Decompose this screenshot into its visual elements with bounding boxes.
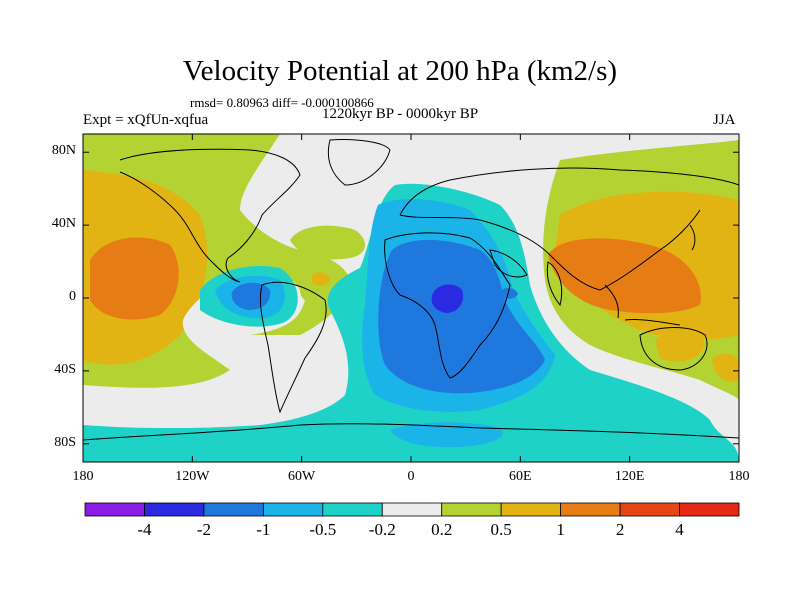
- contour-atlantic-green: [290, 225, 366, 260]
- contour-caribbean-yellow: [312, 272, 330, 286]
- contour-field: [83, 134, 739, 462]
- lon-tick-label: 120W: [175, 469, 210, 484]
- stats-label: rmsd= 0.80963 diff= -0.000100866: [190, 95, 374, 110]
- colorbar: [84, 502, 740, 517]
- lat-ticks: [83, 151, 739, 445]
- lat-tick-label: 80N: [51, 143, 76, 159]
- lat-tick-label: 40N: [51, 216, 76, 232]
- colorbar-label: -1: [256, 520, 271, 539]
- contour-indonesia-yellow: [712, 353, 739, 382]
- contour-darkblue-core: [431, 284, 464, 313]
- period-label: 1220kyr BP - 0000kyr BP: [322, 106, 479, 122]
- colorbar-label: 0.2: [431, 520, 453, 539]
- colorbar-label: 2: [615, 520, 625, 539]
- colorbar-label: -2: [196, 520, 211, 539]
- lat-tick-label: 40S: [54, 361, 76, 377]
- lat-tick-label: 0: [69, 289, 76, 304]
- contour-lightblue-antarctic: [390, 422, 503, 448]
- colorbar-label: 1: [556, 520, 565, 539]
- coastlines: [83, 139, 739, 441]
- contour-pacific-west-orange: [90, 237, 179, 320]
- lon-tick-label: 120E: [614, 469, 645, 484]
- lon-tick-label: 60E: [509, 469, 532, 484]
- colorbar-label: -0.2: [368, 520, 396, 539]
- colorbar-label: 4: [675, 520, 684, 539]
- colorbar-swatch: [381, 502, 443, 517]
- colorbar-label: 0.5: [490, 520, 512, 539]
- experiment-label: Expt = xQfUn-xqfua: [83, 112, 209, 128]
- lon-tick-label: 60W: [288, 469, 316, 484]
- colorbar-swatch: [203, 502, 264, 517]
- season-label: JJA: [713, 112, 736, 128]
- lon-ticks: [82, 134, 740, 462]
- lon-tick-label: 180: [728, 469, 750, 484]
- lon-tick-label: 180: [72, 469, 94, 484]
- colorbar-swatch: [679, 502, 740, 517]
- colorbar-label: -0.5: [309, 520, 337, 539]
- colorbar-swatch: [144, 502, 205, 517]
- colorbar-swatch: [560, 502, 621, 517]
- lat-tick-label: 80S: [54, 434, 76, 450]
- colorbar-swatch: [441, 502, 502, 517]
- colorbar-label: -4: [137, 520, 152, 539]
- contour-blue-africa: [378, 239, 545, 394]
- contour-australia-yellow: [655, 330, 705, 362]
- page-title: Velocity Potential at 200 hPa (km2/s): [182, 55, 618, 87]
- contour-blue-arabian: [500, 288, 518, 299]
- colorbar-swatch: [619, 502, 680, 517]
- colorbar-swatch: [262, 502, 324, 517]
- colorbar-swatch: [84, 502, 145, 517]
- lon-tick-label: 0: [407, 469, 415, 484]
- colorbar-swatch: [322, 502, 383, 517]
- colorbar-swatch: [500, 502, 562, 517]
